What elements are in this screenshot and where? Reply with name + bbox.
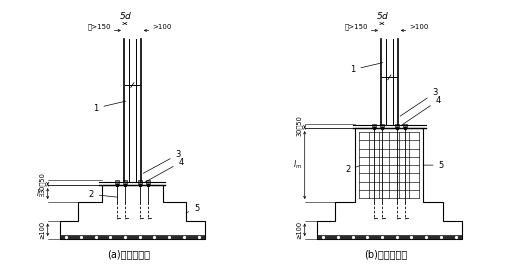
Polygon shape: [138, 180, 142, 185]
Text: 且>150: 且>150: [344, 23, 368, 30]
Text: 30～50: 30～50: [296, 115, 302, 136]
Polygon shape: [395, 124, 399, 128]
Polygon shape: [146, 180, 150, 185]
Text: $l_{m}$: $l_{m}$: [36, 187, 45, 200]
Text: 5: 5: [423, 161, 444, 170]
Polygon shape: [380, 124, 383, 128]
Polygon shape: [123, 180, 126, 185]
Text: 5: 5: [186, 204, 199, 213]
Polygon shape: [115, 180, 119, 185]
Text: ≥100: ≥100: [40, 221, 45, 239]
Text: (a)无短柱基础: (a)无短柱基础: [107, 249, 150, 259]
Text: (b)带短柱基础: (b)带短柱基础: [364, 249, 407, 259]
Text: ≥100: ≥100: [297, 221, 302, 239]
Text: 3: 3: [143, 150, 181, 173]
Text: 5$d$: 5$d$: [119, 10, 133, 21]
Text: 且>150: 且>150: [87, 23, 111, 30]
Text: 2: 2: [88, 190, 117, 199]
Text: >100: >100: [152, 24, 172, 30]
Text: 2: 2: [345, 165, 359, 174]
Text: $l_{m}$: $l_{m}$: [293, 159, 302, 171]
Text: 3: 3: [400, 88, 438, 116]
Text: 1: 1: [93, 101, 126, 113]
Text: 4: 4: [401, 96, 441, 125]
Text: 4: 4: [145, 157, 184, 182]
Polygon shape: [403, 124, 407, 128]
Text: 5$d$: 5$d$: [376, 10, 390, 21]
Polygon shape: [60, 235, 205, 239]
Polygon shape: [317, 235, 462, 239]
Polygon shape: [372, 124, 376, 128]
Text: 1: 1: [350, 63, 383, 74]
Text: >100: >100: [409, 24, 429, 30]
Text: 30～50: 30～50: [39, 172, 45, 193]
